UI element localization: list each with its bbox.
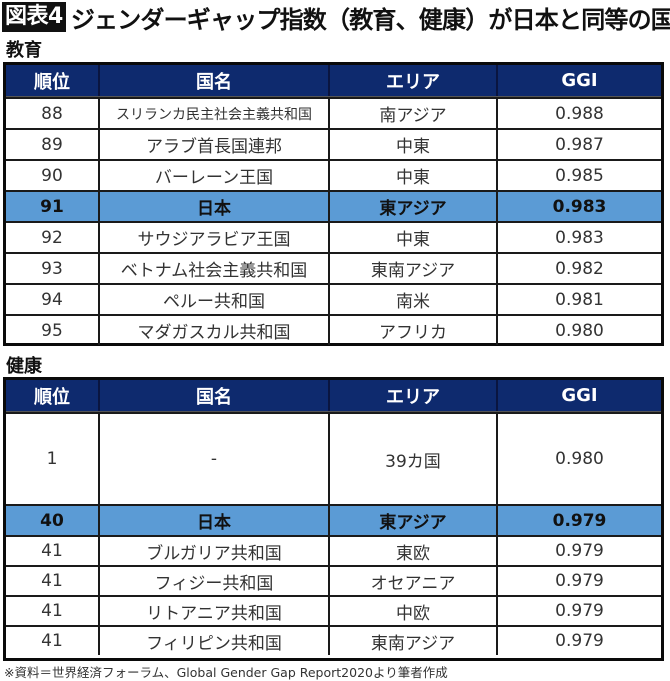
area-cell: 中東 <box>328 130 496 159</box>
ggi-cell: 0.979 <box>496 627 661 655</box>
area-cell: 中欧 <box>328 597 496 625</box>
area-cell: 東欧 <box>328 537 496 565</box>
area-cell: オセアニア <box>328 567 496 595</box>
col-header-rank: 順位 <box>34 386 70 408</box>
education-table: 順位 国名 エリア GGI 88 スリランカ民主社会主義共和国 南アジア 0.9… <box>3 62 664 346</box>
rank-cell: 91 <box>40 196 64 217</box>
area-cell: 東南アジア <box>328 627 496 655</box>
rank-cell: 88 <box>41 103 63 124</box>
country-cell: 日本 <box>98 506 328 535</box>
country-cell: リトアニア共和国 <box>98 597 328 625</box>
rank-cell: 92 <box>41 227 63 248</box>
ggi-cell: 0.985 <box>496 161 661 190</box>
table-row: 41 フィジー共和国 オセアニア 0.979 <box>6 565 661 595</box>
area-cell: 東アジア <box>328 192 496 221</box>
rank-cell: 41 <box>41 571 63 591</box>
country-cell: アラブ首長国連邦 <box>98 130 328 159</box>
health-table: 順位 国名 エリア GGI 1 - 39カ国 0.980 40 日本 東アジア … <box>3 377 664 661</box>
figure-title: 図表4 ジェンダーギャップ指数（教育、健康）が日本と同等の国 <box>0 0 670 34</box>
ggi-cell: 0.982 <box>496 254 661 283</box>
col-header-area: エリア <box>328 65 496 96</box>
country-cell: フィジー共和国 <box>98 567 328 595</box>
col-header-country: 国名 <box>98 65 328 96</box>
table-row-japan-highlight: 91 日本 東アジア 0.983 <box>6 190 661 221</box>
col-header-ggi: GGI <box>496 65 661 96</box>
rank-cell: 95 <box>41 320 63 341</box>
col-header-area: エリア <box>328 380 496 411</box>
country-cell: フィリピン共和国 <box>98 627 328 655</box>
ggi-cell: 0.983 <box>496 192 661 221</box>
ggi-cell: 0.983 <box>496 223 661 252</box>
table-row: 41 リトアニア共和国 中欧 0.979 <box>6 595 661 625</box>
ggi-cell: 0.979 <box>496 567 661 595</box>
country-cell: 日本 <box>98 192 328 221</box>
ggi-cell: 0.988 <box>496 99 661 128</box>
rank-cell: 89 <box>41 134 63 155</box>
table-row-japan-highlight: 40 日本 東アジア 0.979 <box>6 504 661 535</box>
country-cell: ペルー共和国 <box>98 285 328 314</box>
ggi-cell: 0.980 <box>496 414 661 504</box>
table-row: 94 ペルー共和国 南米 0.981 <box>6 283 661 314</box>
country-cell: サウジアラビア王国 <box>98 223 328 252</box>
area-cell: 南米 <box>328 285 496 314</box>
ggi-cell: 0.979 <box>496 506 661 535</box>
rank-cell: 90 <box>41 165 63 186</box>
rank-cell: 41 <box>41 601 63 621</box>
ggi-cell: 0.980 <box>496 316 661 345</box>
ggi-cell: 0.987 <box>496 130 661 159</box>
table-header-row: 順位 国名 エリア GGI <box>6 380 661 412</box>
table-row: 89 アラブ首長国連邦 中東 0.987 <box>6 128 661 159</box>
table-row: 1 - 39カ国 0.980 <box>6 412 661 504</box>
table-row: 93 ベトナム社会主義共和国 東南アジア 0.982 <box>6 252 661 283</box>
source-footnote: ※資料＝世界経済フォーラム、Global Gender Gap Report20… <box>4 665 448 680</box>
figure-title-text: ジェンダーギャップ指数（教育、健康）が日本と同等の国 <box>70 5 670 34</box>
col-header-ggi: GGI <box>496 380 661 411</box>
rank-cell: 93 <box>41 258 63 279</box>
rank-cell: 1 <box>46 449 58 469</box>
table-row: 90 バーレーン王国 中東 0.985 <box>6 159 661 190</box>
area-cell: 中東 <box>328 223 496 252</box>
area-cell: 39カ国 <box>328 414 496 504</box>
ggi-cell: 0.979 <box>496 537 661 565</box>
table-row: 41 フィリピン共和国 東南アジア 0.979 <box>6 625 661 655</box>
table-row: 41 ブルガリア共和国 東欧 0.979 <box>6 535 661 565</box>
table-row: 95 マダガスカル共和国 アフリカ 0.980 <box>6 314 661 345</box>
rank-cell: 41 <box>41 541 63 561</box>
table-row: 88 スリランカ民主社会主義共和国 南アジア 0.988 <box>6 97 661 128</box>
country-cell: スリランカ民主社会主義共和国 <box>98 99 328 128</box>
country-cell: ベトナム社会主義共和国 <box>98 254 328 283</box>
area-cell: 中東 <box>328 161 496 190</box>
section-label-health: 健康 <box>6 356 42 377</box>
area-cell: 東アジア <box>328 506 496 535</box>
table-row: 92 サウジアラビア王国 中東 0.983 <box>6 221 661 252</box>
country-cell: - <box>98 414 328 504</box>
country-cell: バーレーン王国 <box>98 161 328 190</box>
area-cell: アフリカ <box>328 316 496 345</box>
ggi-cell: 0.981 <box>496 285 661 314</box>
country-cell: マダガスカル共和国 <box>98 316 328 345</box>
area-cell: 東南アジア <box>328 254 496 283</box>
section-label-education: 教育 <box>6 40 42 61</box>
ggi-cell: 0.979 <box>496 597 661 625</box>
col-header-country: 国名 <box>98 380 328 411</box>
table-header-row: 順位 国名 エリア GGI <box>6 65 661 97</box>
rank-cell: 41 <box>41 631 63 651</box>
rank-cell: 40 <box>40 510 64 531</box>
country-cell: ブルガリア共和国 <box>98 537 328 565</box>
rank-cell: 94 <box>41 289 63 310</box>
figure-badge: 図表4 <box>2 2 66 32</box>
area-cell: 南アジア <box>328 99 496 128</box>
col-header-rank: 順位 <box>34 71 70 93</box>
